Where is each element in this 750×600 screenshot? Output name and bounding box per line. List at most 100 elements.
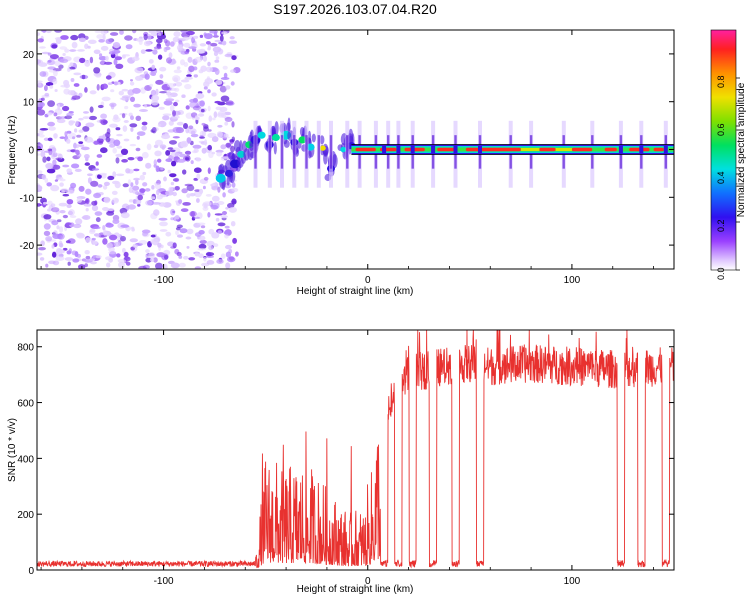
spectrogram-noise-blob <box>129 81 135 86</box>
spectrogram-band-gap <box>410 145 415 154</box>
spectrogram-ytick-label: 0 <box>28 146 34 157</box>
spectrogram-band-warm <box>520 148 540 151</box>
spectrogram-noise-blob <box>141 125 147 131</box>
spectrogram-noise-blob <box>56 248 63 255</box>
spectrogram-noise-blob <box>43 230 51 236</box>
spectrogram-noise-blob <box>78 144 85 148</box>
spectrogram-noise-blob <box>75 120 79 127</box>
spectrogram-transition-blob <box>323 150 329 157</box>
spectrogram-noise-blob <box>151 94 160 102</box>
spectrogram-noise-blob <box>58 64 64 69</box>
spectrogram-noise-blob <box>159 66 167 72</box>
spectrogram-noise-blob <box>89 90 97 95</box>
spectrogram-noise-blob <box>76 134 82 138</box>
spectrogram-streak-core <box>254 135 257 169</box>
spectrogram-noise-blob <box>102 238 108 245</box>
spectrogram-noise-blob <box>202 201 212 207</box>
spectrogram-noise-blob <box>219 34 224 42</box>
spectrogram-noise-blob <box>81 74 86 80</box>
spectrogram-noise-blob <box>71 95 81 100</box>
spectrogram-noise-blob <box>176 251 182 257</box>
spectrogram-noise-blob <box>37 82 41 86</box>
spectrogram-noise-blob <box>108 51 116 55</box>
spectrogram-noise-blob <box>198 253 204 258</box>
spectrogram-noise-blob <box>157 158 162 163</box>
spectrogram-noise-blob <box>157 33 162 36</box>
spectrogram-noise-blob <box>40 151 46 158</box>
spectrogram-noise-blob <box>183 62 189 67</box>
spectrogram-noise-blob <box>207 61 211 67</box>
spectrogram-noise-blob <box>221 156 230 159</box>
spectrogram-noise-blob <box>154 139 164 146</box>
spectrogram-noise-blob <box>172 110 176 117</box>
spectrogram-noise-blob <box>186 137 192 144</box>
spectrogram-band-hot <box>571 147 593 152</box>
spectrogram-noise-blob <box>207 167 211 174</box>
spectrogram-noise-blob <box>38 247 46 251</box>
spectrogram-transition-blob <box>332 154 338 168</box>
spectrogram-noise-blob <box>185 236 192 240</box>
spectrogram-noise-blob <box>145 162 152 169</box>
spectrogram-ytick-label: -10 <box>20 193 35 204</box>
spectrogram-noise-blob <box>143 40 152 47</box>
spectrogram-noise-blob <box>202 185 206 190</box>
spectrogram-noise-blob <box>224 53 233 58</box>
spectrogram-noise-blob <box>215 56 220 60</box>
spectrogram-noise-blob <box>47 121 55 127</box>
spectrogram-transition-blob <box>215 173 226 183</box>
spectrogram-noise-blob <box>229 36 235 40</box>
spectrogram-noise-blob <box>45 263 49 268</box>
spectrogram-noise-blob <box>139 174 145 181</box>
spectrogram-noise-blob <box>93 140 100 145</box>
spectrogram-xtick-label: 0 <box>365 275 371 286</box>
spectrogram-noise-blob <box>44 85 48 92</box>
spectrogram-transition-blob <box>340 146 347 153</box>
spectrogram-noise-blob <box>122 247 126 254</box>
spectrogram-noise-blob <box>137 194 143 201</box>
spectrogram-noise-blob <box>82 215 91 220</box>
spectrogram-noise-blob <box>173 31 181 37</box>
spectrogram-streak-core <box>305 135 308 169</box>
spectrogram-noise-blob <box>37 80 43 83</box>
spectrogram-noise-blob <box>175 81 183 87</box>
spectrogram-noise-blob <box>188 65 195 73</box>
spectrogram-noise-blob <box>191 36 196 44</box>
spectrogram-noise-blob <box>109 234 118 241</box>
spectrogram-noise-blob <box>43 223 51 230</box>
spectrogram-noise-blob <box>132 185 140 191</box>
spectrogram-noise-blob <box>156 252 166 258</box>
spectrogram-noise-blob <box>188 46 197 49</box>
spectrogram-noise-blob <box>207 212 211 218</box>
spectrogram-noise-blob <box>174 215 180 220</box>
spectrogram-noise-blob <box>50 184 60 192</box>
spectrogram-noise-blob <box>51 220 59 226</box>
spectrogram-noise-blob <box>193 35 199 39</box>
spectrogram-noise-blob <box>41 174 47 180</box>
colorbar-label: Normalized spectral amplitude <box>736 82 747 217</box>
spectrogram-noise-blob <box>62 193 70 197</box>
spectrogram-noise-blob <box>169 41 175 47</box>
spectrogram-noise-blob <box>114 181 121 189</box>
spectrogram-noise-blob <box>107 82 113 85</box>
spectrogram-noise-blob <box>215 106 222 111</box>
spectrogram-noise-blob <box>228 206 237 213</box>
spectrogram-noise-blob <box>194 266 202 269</box>
spectrogram-noise-blob <box>38 62 48 67</box>
spectrogram-noise-blob <box>51 44 58 49</box>
spectrogram-noise-blob <box>45 162 54 170</box>
spectrogram-noise-blob <box>158 106 165 110</box>
spectrogram-noise-blob <box>187 56 193 63</box>
spectrogram-noise-blob <box>196 198 200 203</box>
spectrogram-noise-blob <box>136 131 146 137</box>
spectrogram-noise-blob <box>235 251 239 257</box>
spectrogram-noise-blob <box>189 193 196 197</box>
spectrogram-noise-blob <box>209 42 218 47</box>
spectrogram-noise-blob <box>112 147 117 154</box>
spectrogram-noise-blob <box>150 89 157 97</box>
spectrogram-noise-blob <box>89 258 95 261</box>
spectrogram-noise-blob <box>149 83 153 87</box>
spectrogram-noise-blob <box>88 115 97 121</box>
spectrogram-noise-blob <box>184 50 190 55</box>
spectrogram-noise-blob <box>193 66 198 71</box>
spectrogram-noise-blob <box>193 148 199 153</box>
